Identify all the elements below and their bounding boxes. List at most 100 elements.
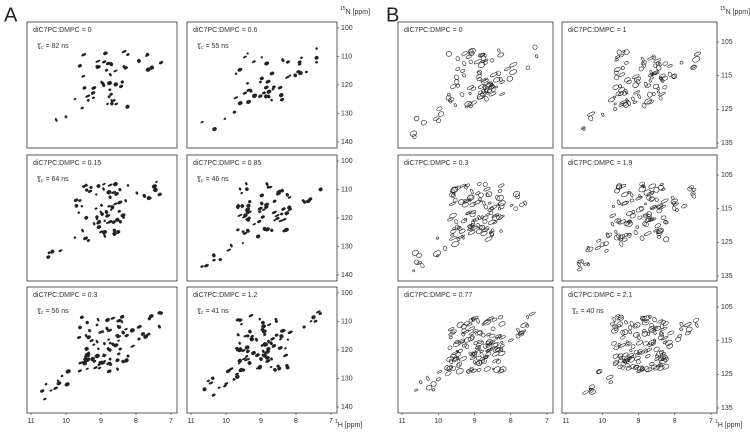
peak	[442, 245, 448, 251]
peak	[318, 312, 323, 316]
peak	[235, 318, 240, 322]
peak	[642, 221, 648, 226]
peak	[80, 106, 84, 110]
peak	[513, 206, 518, 211]
peak	[107, 214, 111, 217]
peak	[619, 241, 624, 247]
peak	[299, 56, 303, 60]
peak	[477, 181, 482, 186]
spectrum-peaks	[54, 50, 164, 122]
peak	[468, 105, 474, 109]
peak	[476, 77, 482, 82]
y-tick-label: 140	[341, 404, 353, 411]
peak	[261, 208, 266, 211]
peak	[482, 182, 488, 187]
peak	[660, 326, 668, 331]
peak	[634, 324, 638, 328]
peak	[85, 357, 91, 362]
peak	[212, 258, 216, 262]
peak	[463, 217, 467, 221]
peak	[646, 99, 654, 105]
peak	[448, 331, 456, 336]
peak	[617, 343, 622, 347]
peak	[498, 315, 504, 320]
peak	[612, 324, 617, 328]
peak	[629, 364, 636, 369]
peak	[450, 186, 459, 193]
peak	[251, 93, 258, 98]
peak	[577, 260, 581, 264]
peak	[265, 359, 271, 363]
peak	[118, 187, 122, 192]
peak	[641, 319, 650, 326]
peak	[493, 77, 501, 83]
peak	[655, 363, 662, 368]
peak	[500, 340, 504, 344]
peak	[610, 221, 615, 227]
peak	[120, 213, 126, 218]
x-tick-label: 11	[398, 418, 405, 425]
peak	[84, 215, 89, 220]
peak	[244, 182, 248, 186]
peak	[96, 184, 101, 188]
peak	[641, 329, 647, 334]
peak	[78, 325, 82, 330]
peak	[426, 384, 433, 391]
peak	[460, 69, 466, 73]
spectrum-peaks	[577, 181, 697, 272]
peak	[679, 321, 684, 328]
peak	[116, 367, 119, 371]
peak	[520, 322, 528, 328]
spectrum-peaks	[582, 314, 699, 395]
peak	[532, 44, 538, 50]
peak	[658, 91, 666, 97]
peak	[613, 345, 620, 351]
peak	[659, 331, 665, 337]
peak	[485, 332, 492, 337]
peak	[95, 323, 99, 327]
peak	[604, 249, 609, 253]
peak	[618, 315, 625, 321]
peak	[91, 86, 97, 90]
peak	[491, 317, 498, 322]
peak	[448, 358, 454, 364]
peak	[471, 318, 476, 322]
peak	[261, 349, 265, 354]
peak	[640, 315, 647, 320]
peak	[455, 56, 460, 62]
peak	[465, 54, 472, 59]
peak	[637, 368, 644, 373]
peak	[450, 353, 456, 359]
peak	[655, 350, 664, 357]
peak	[470, 368, 477, 373]
peak	[151, 184, 157, 189]
peak	[663, 321, 669, 326]
peak	[110, 208, 113, 211]
peak	[684, 330, 691, 336]
peak	[515, 193, 521, 199]
peak	[113, 69, 118, 73]
peak	[146, 196, 151, 201]
y-tick-label: 140	[341, 139, 353, 146]
peak	[614, 75, 620, 81]
spectrum-ratio: diC7PC:DMPC = 0.6	[193, 27, 257, 34]
peak	[621, 200, 629, 206]
peak	[450, 366, 457, 372]
peak	[643, 81, 648, 87]
peak	[241, 242, 244, 245]
axis-title: 1H [ppm]	[715, 419, 742, 429]
peak	[260, 56, 263, 59]
spectrum-peaks	[414, 311, 536, 392]
peak	[582, 390, 589, 395]
peak	[223, 384, 227, 388]
peak	[458, 348, 463, 353]
peak	[662, 85, 668, 90]
peak	[94, 353, 100, 359]
peak	[108, 341, 112, 345]
spectrum-peaks	[46, 180, 162, 259]
peak	[483, 319, 492, 326]
peak	[577, 261, 581, 268]
peak	[487, 88, 493, 93]
tau-text: = 40 ns	[580, 308, 604, 315]
peak	[654, 197, 659, 203]
